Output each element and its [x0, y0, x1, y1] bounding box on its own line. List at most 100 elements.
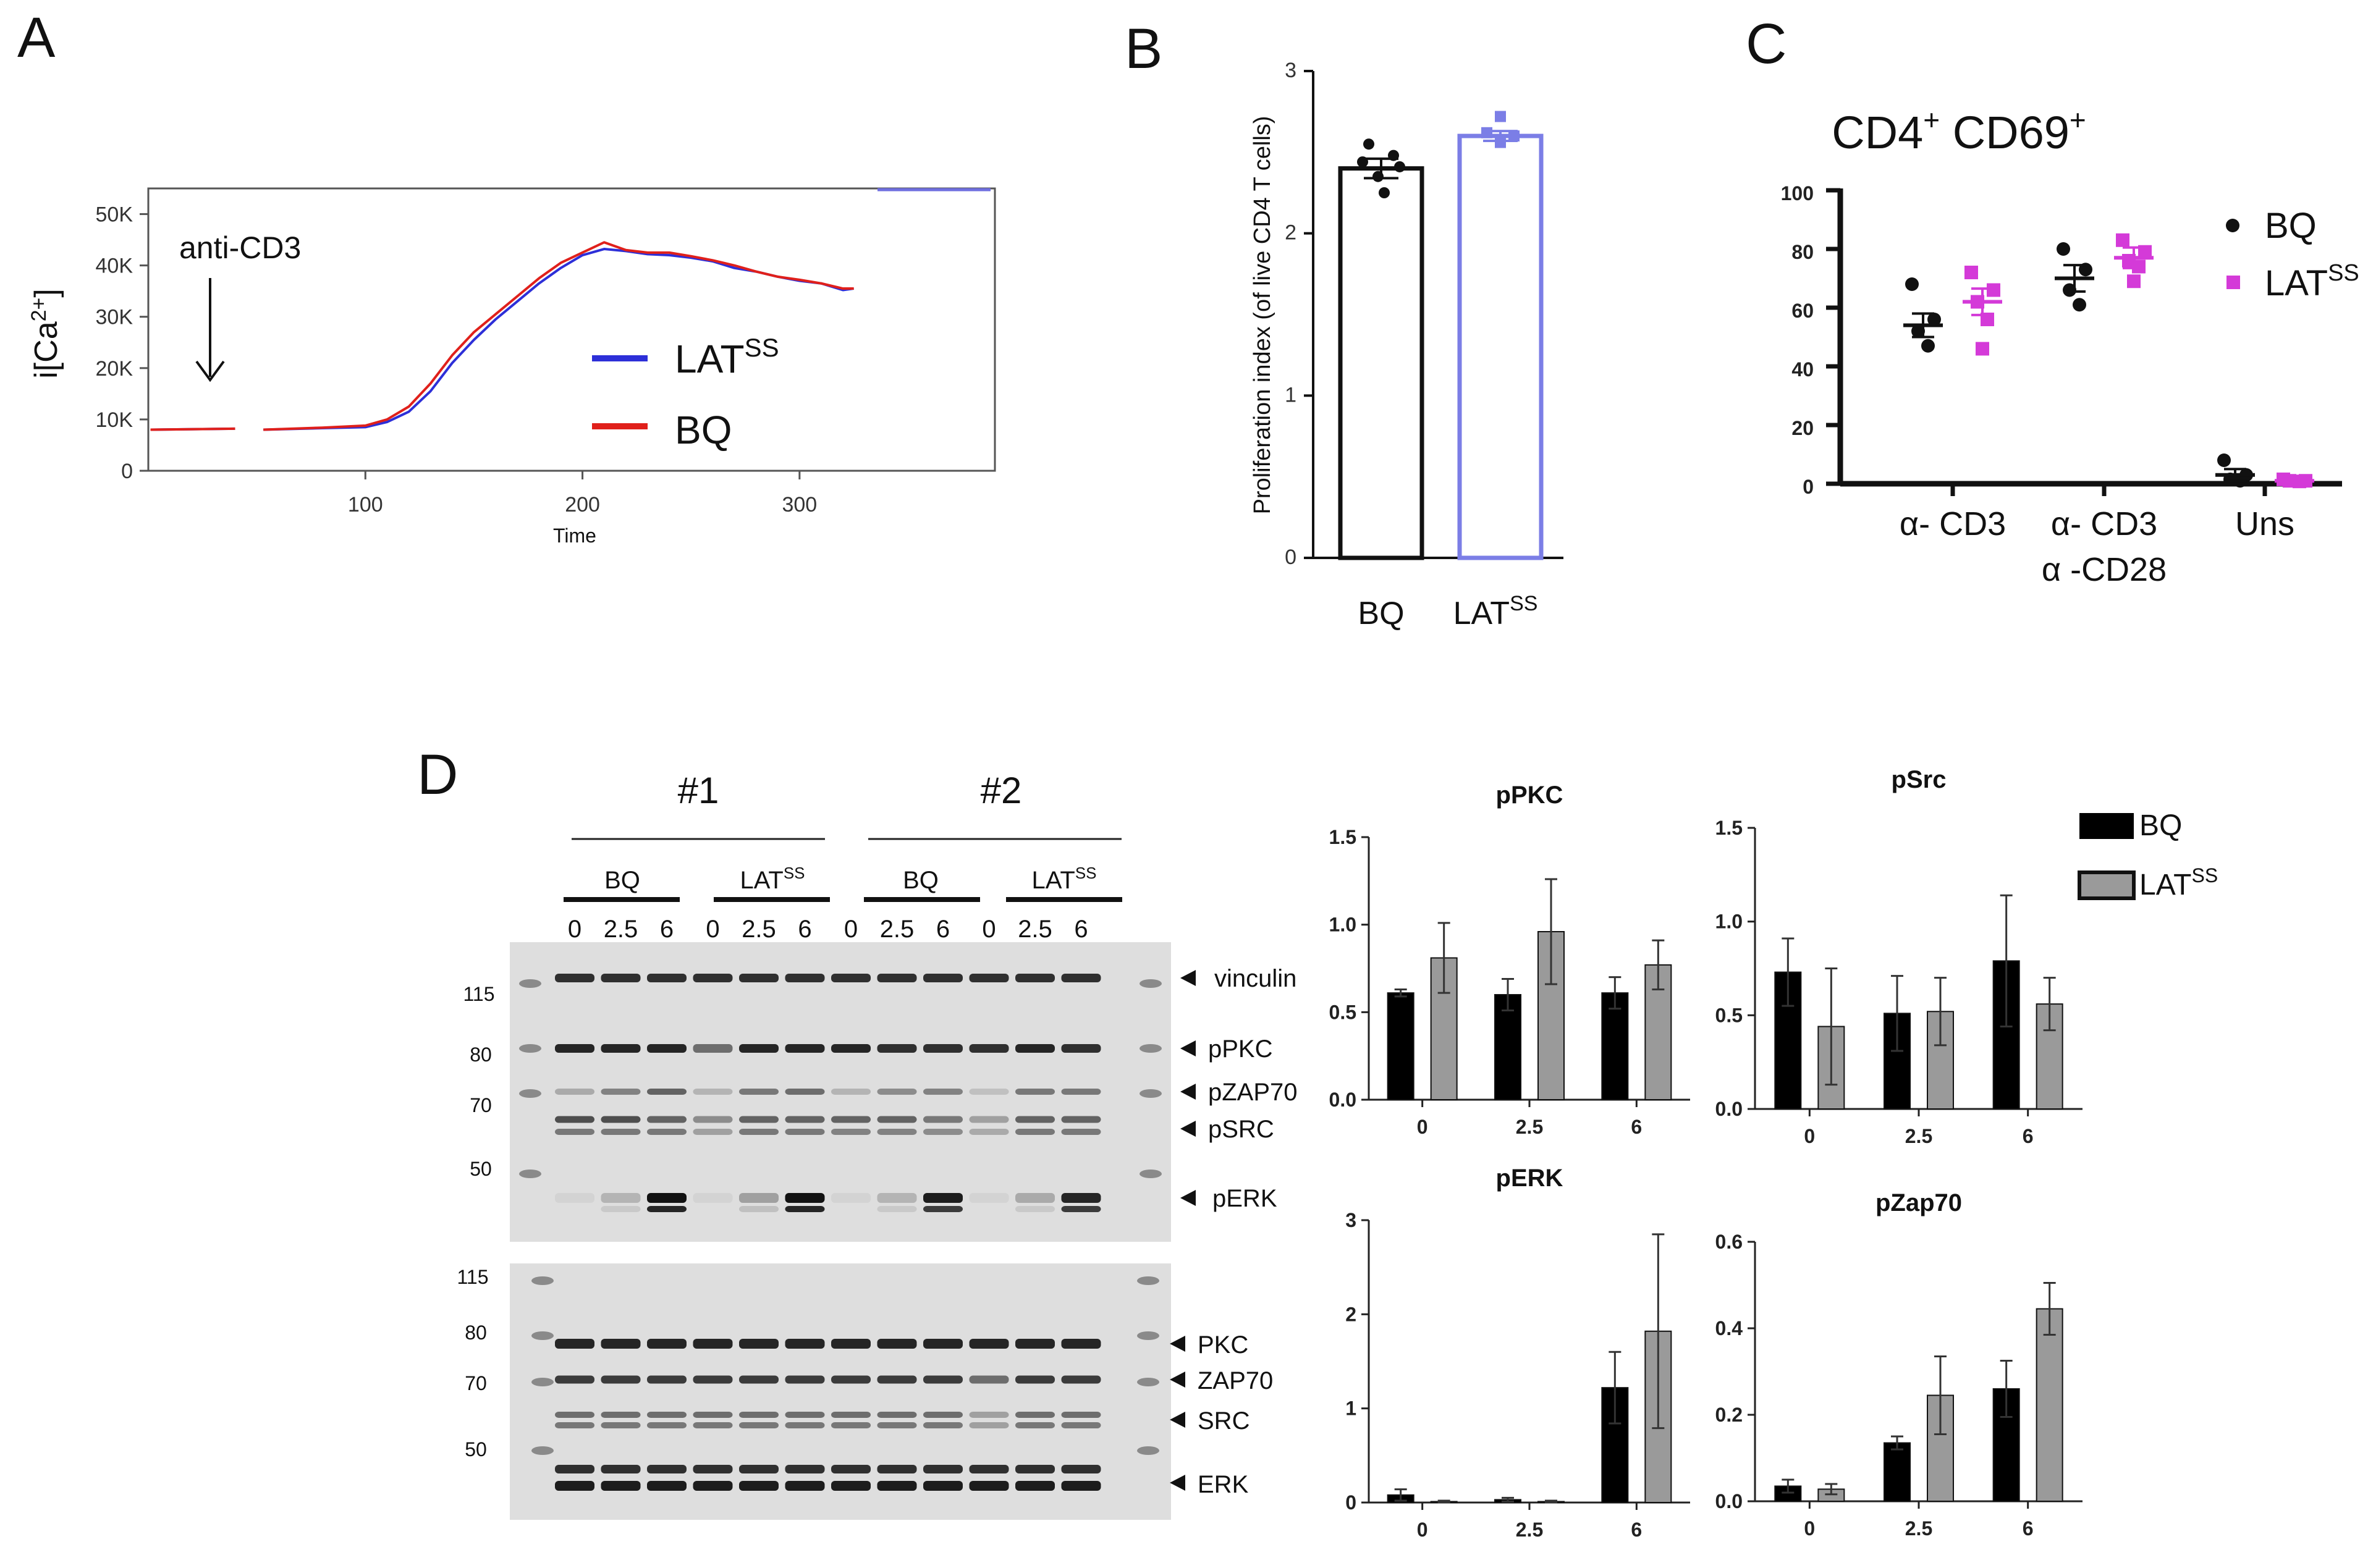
blot-band	[831, 1339, 871, 1349]
data-point	[2116, 233, 2129, 247]
group-label-lat-1: LATSS	[740, 864, 805, 894]
blot-band	[555, 1193, 594, 1203]
blot-band	[601, 1116, 641, 1123]
y-tick-label: 1	[1345, 1397, 1356, 1420]
blot-band	[1015, 1044, 1055, 1053]
data-point	[1481, 127, 1492, 138]
blot-band	[1015, 1206, 1055, 1212]
group-label-bq-2: BQ	[903, 867, 939, 894]
blot-band	[1061, 1375, 1101, 1384]
blot-band	[1015, 1089, 1055, 1095]
blot-band	[739, 1465, 779, 1473]
blot-band	[693, 1465, 733, 1473]
timepoint-label: 6	[660, 916, 674, 943]
y-tick-label: 0.4	[1715, 1317, 1743, 1339]
blot-band	[877, 1412, 917, 1418]
blot-band	[877, 1089, 917, 1095]
legend-label-bq: BQ	[675, 408, 732, 452]
y-tick-label: 0	[1803, 476, 1814, 498]
blot-band	[647, 1412, 687, 1418]
blot-band	[785, 1089, 825, 1095]
group-label-bq-1: BQ	[604, 867, 640, 894]
band-arrow-icon	[1170, 1336, 1185, 1352]
blot-band	[785, 1116, 825, 1123]
legend-swatch-lat	[2078, 870, 2136, 900]
y-tick-label: 2	[1285, 221, 1296, 245]
chart-ppkc: pPKC 0.0 0.5 1.0 1.5 0 2.5 6	[1329, 782, 1690, 1138]
ladder-band	[1137, 1378, 1159, 1386]
group-label-2b: α -CD28	[2042, 551, 2167, 588]
data-point	[1976, 342, 1989, 356]
blot-band	[739, 1089, 779, 1095]
blot-band	[969, 1422, 1009, 1428]
chart-title: CD4+ CD69+	[1832, 104, 2086, 158]
mw-marker: 115	[457, 1266, 488, 1288]
band-label-vinculin: vinculin	[1214, 965, 1296, 992]
blot-band	[1061, 1465, 1101, 1473]
blot-membrane-bottom	[510, 1263, 1171, 1520]
blot-band	[739, 1481, 779, 1491]
y-tick-label: 40K	[96, 255, 133, 278]
timepoint-label: 0	[568, 916, 581, 943]
y-tick-label: 60	[1791, 300, 1814, 322]
band-arrow-icon	[1180, 1121, 1196, 1137]
blot-band	[1061, 1116, 1101, 1123]
category-label-bq: BQ	[1358, 596, 1404, 631]
blot-band	[831, 1089, 871, 1095]
blot-band	[693, 1375, 733, 1384]
blot-band	[969, 974, 1009, 982]
ladder-band	[1140, 979, 1162, 988]
blot-band	[555, 1044, 594, 1053]
western-blot: #1 #2 BQ LATSS BQ LATSS 0 2.5 6 0 2.5 6 0 2.5 6 0…	[457, 770, 1298, 1520]
timepoint-label: 6	[936, 916, 950, 943]
x-tick-label: 2.5	[1516, 1116, 1543, 1138]
blot-band	[785, 1206, 825, 1212]
blot-band	[785, 1129, 825, 1135]
y-tick-label: 0.0	[1715, 1490, 1743, 1512]
blot-band	[739, 974, 779, 982]
blot-band	[693, 1412, 733, 1418]
blot-band	[923, 1375, 963, 1384]
ladder-band	[519, 1170, 541, 1178]
blot-band	[647, 1193, 687, 1203]
data-point	[1357, 156, 1368, 168]
x-tick-label: 200	[565, 493, 600, 516]
y-tick-label: 80	[1791, 241, 1814, 263]
blot-band	[1015, 974, 1055, 982]
data-point	[2063, 283, 2076, 297]
y-tick-label: 1.5	[1329, 826, 1356, 848]
x-tick-label: 6	[1631, 1519, 1642, 1541]
blot-band	[785, 1044, 825, 1053]
mw-marker: 50	[465, 1438, 487, 1461]
blot-band	[693, 1193, 733, 1203]
blot-band	[1015, 1193, 1055, 1203]
band-arrow-icon	[1180, 1190, 1196, 1206]
timepoint-label: 0	[844, 916, 858, 943]
blot-band	[601, 1375, 641, 1384]
blot-band	[969, 1375, 1009, 1384]
blot-band	[739, 1339, 779, 1349]
timepoint-label: 2.5	[1018, 916, 1052, 943]
blot-band	[831, 1412, 871, 1418]
blot-band	[739, 1375, 779, 1384]
blot-band	[969, 1481, 1009, 1491]
y-tick-label: 1.5	[1715, 817, 1743, 839]
y-axis-label: Proliferation index (of live CD4 T cells…	[1250, 116, 1275, 515]
y-tick-label: 1.0	[1715, 911, 1743, 933]
y-tick-label: 0.5	[1329, 1001, 1356, 1023]
data-point	[1911, 324, 1925, 338]
blot-band	[647, 1129, 687, 1135]
legend-label-lat: LATSS	[2139, 864, 2218, 901]
blot-band	[739, 1044, 779, 1053]
blot-band	[647, 974, 687, 982]
y-tick-label: 1	[1285, 383, 1296, 407]
timepoint-label: 2.5	[880, 916, 915, 943]
y-tick-label: 0	[1345, 1491, 1356, 1514]
timepoint-label: 6	[1074, 916, 1088, 943]
blot-band	[877, 1206, 917, 1212]
blot-band	[785, 1339, 825, 1349]
y-tick-label: 10K	[96, 408, 133, 432]
blot-band	[831, 1375, 871, 1384]
data-point	[2073, 298, 2086, 312]
